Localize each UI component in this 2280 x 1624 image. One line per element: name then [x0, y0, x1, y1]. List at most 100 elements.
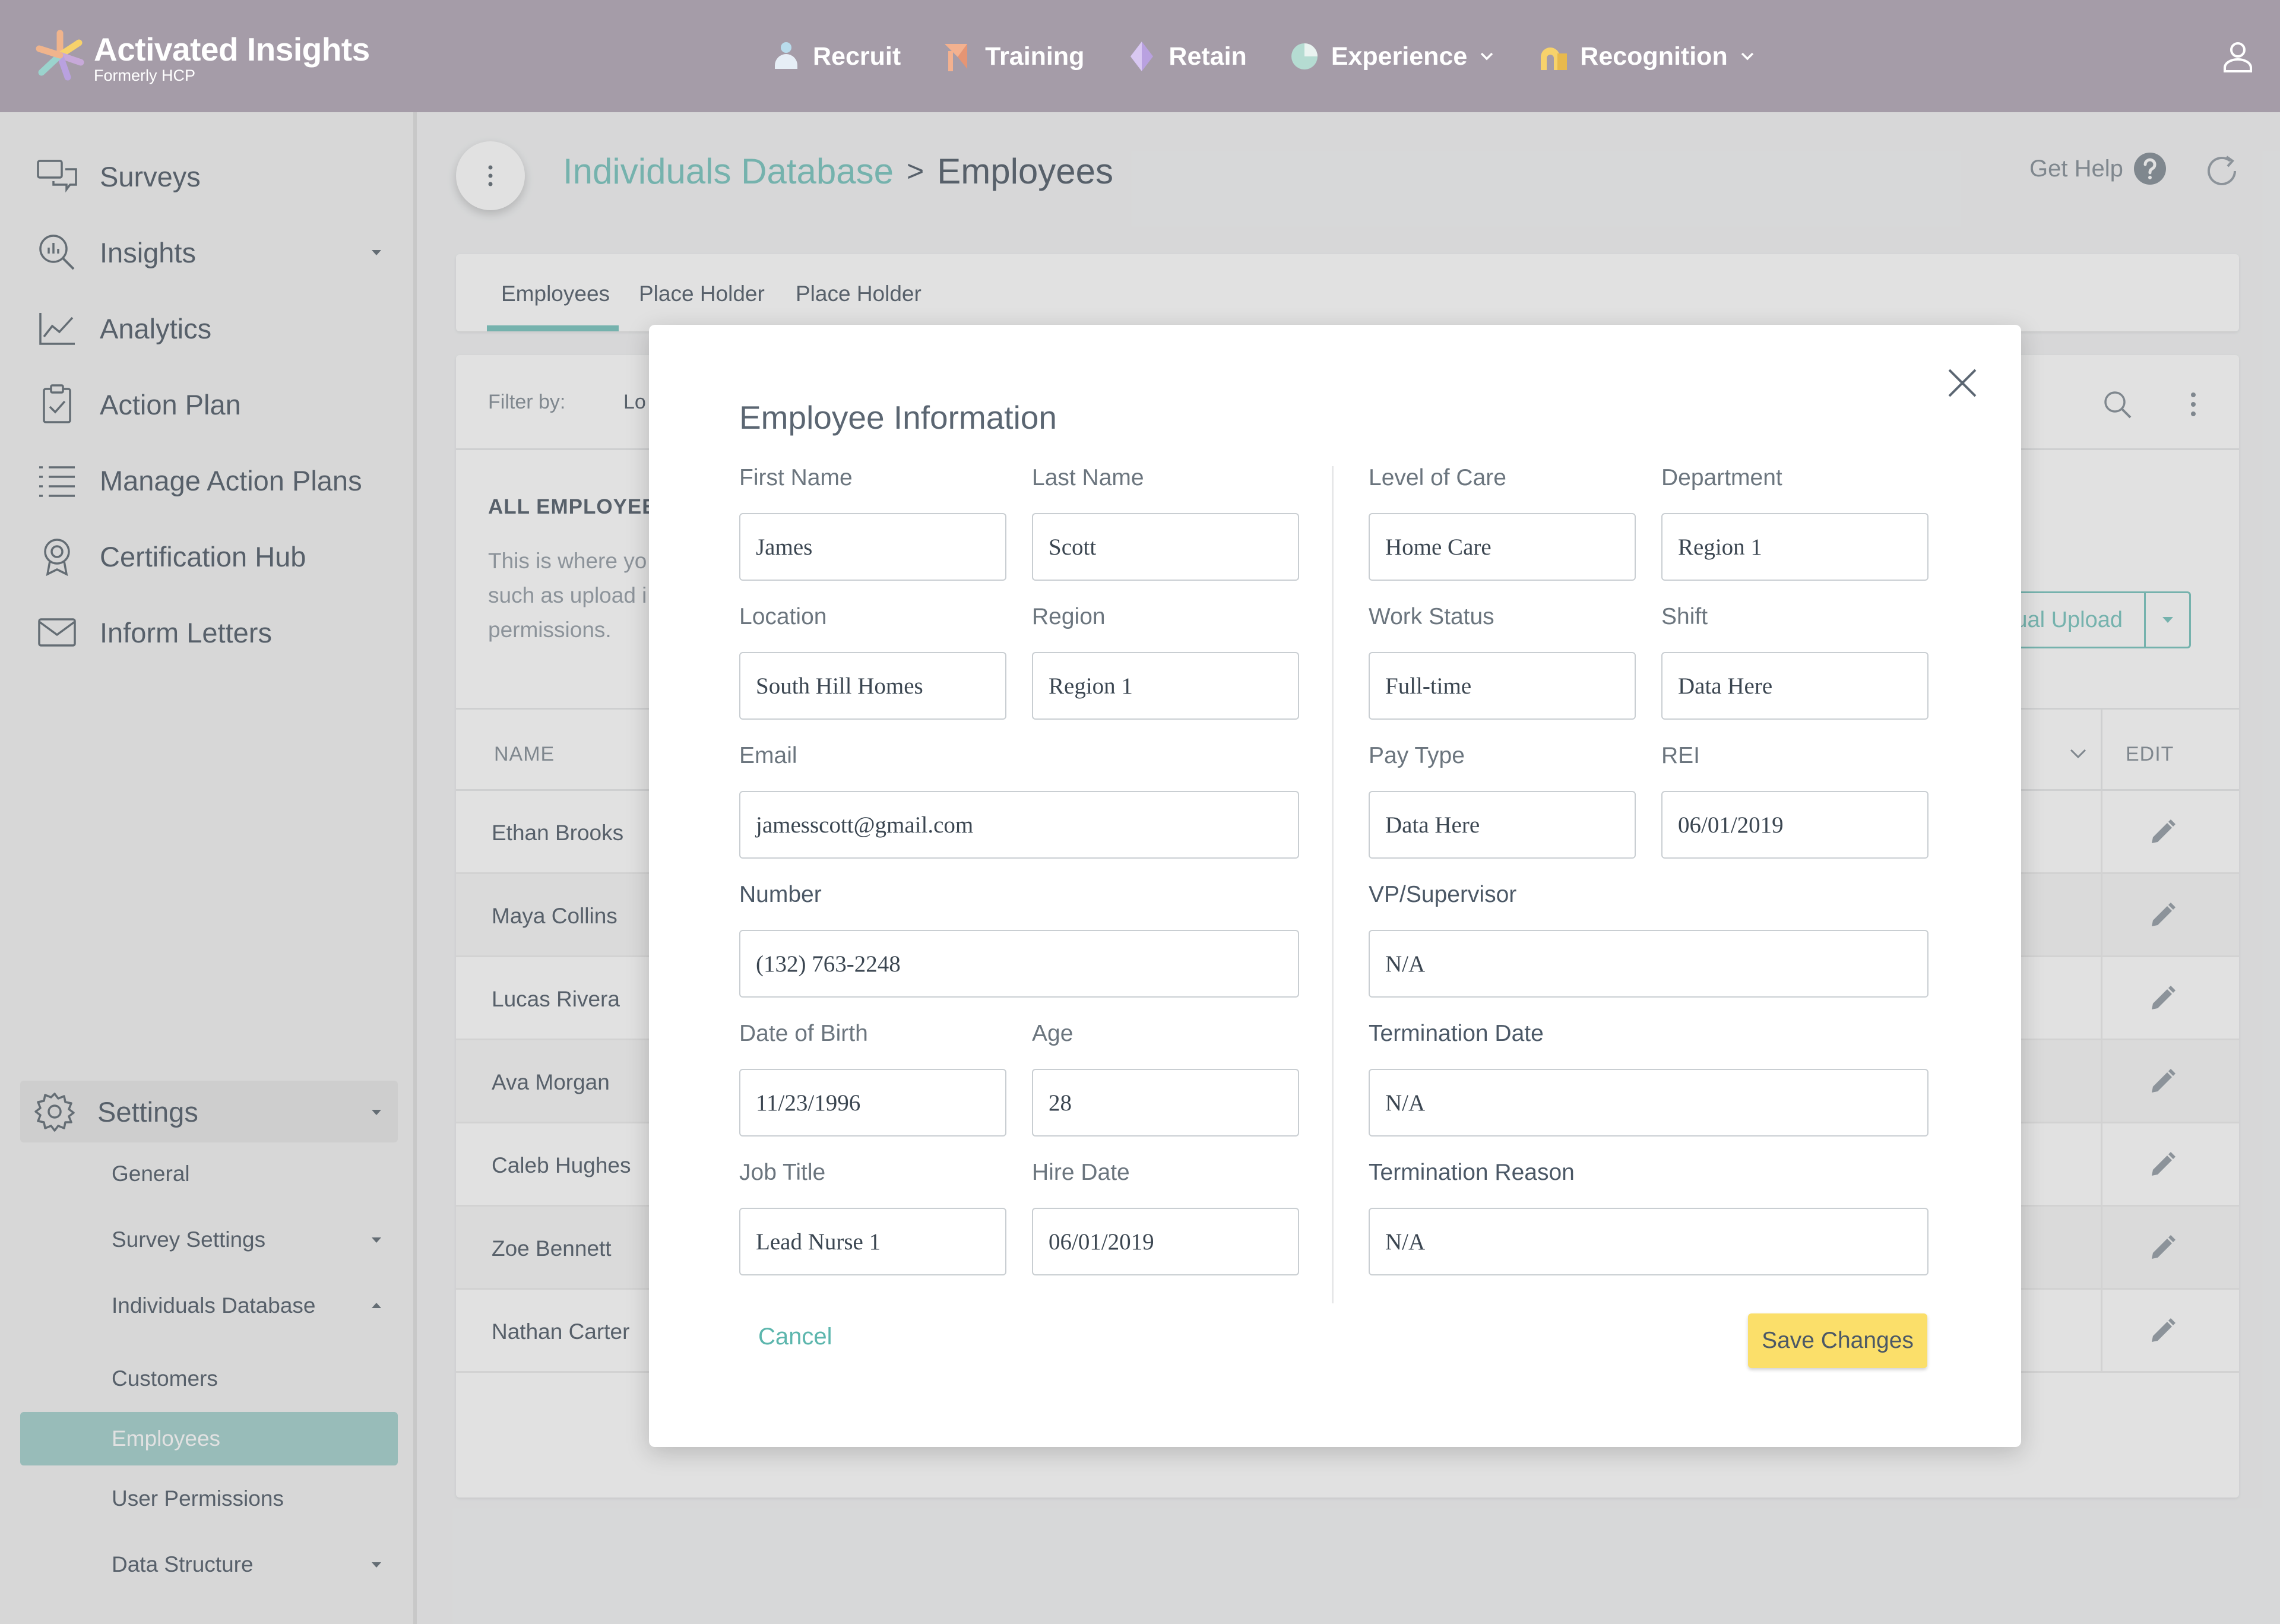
nav-recruit-label: Recruit [813, 42, 901, 71]
chevron-down-icon[interactable] [2066, 742, 2090, 765]
save-changes-button[interactable]: Save Changes [1748, 1313, 1927, 1368]
sidebar-subitem-general[interactable]: General [112, 1161, 190, 1186]
sidebar-item-surveys[interactable]: Surveys [36, 153, 201, 200]
sidebar-item-inform-letters[interactable]: Inform Letters [36, 609, 272, 656]
rei-field[interactable]: 06/01/2019 [1661, 791, 1928, 859]
search-icon[interactable] [2101, 388, 2134, 421]
section-title: ALL EMPLOYEES [488, 495, 671, 518]
region-field[interactable]: Region 1 [1032, 652, 1299, 720]
cancel-button[interactable]: Cancel [758, 1324, 832, 1350]
column-divider [2101, 1290, 2102, 1373]
sidebar-item-label: Settings [97, 1096, 198, 1128]
region-label: Region [1032, 604, 1106, 629]
department-field[interactable]: Region 1 [1661, 513, 1928, 581]
pencil-edit-icon[interactable] [2147, 1066, 2178, 1097]
sidebar-item-label: Insights [100, 236, 196, 268]
location-label: Location [739, 604, 827, 629]
breadcrumb-parent-link[interactable]: Individuals Database [563, 151, 894, 191]
age-label: Age [1032, 1021, 1074, 1046]
rei-label: REI [1661, 743, 1700, 768]
supervisor-field[interactable]: N/A [1369, 930, 1928, 998]
level-of-care-field[interactable]: Home Care [1369, 513, 1636, 581]
hire-date-field[interactable]: 06/01/2019 [1032, 1208, 1299, 1275]
description-line: such as upload i [488, 583, 647, 607]
pay-type-field[interactable]: Data Here [1369, 791, 1636, 859]
description-line: permissions. [488, 618, 612, 642]
column-divider [2101, 710, 2102, 793]
breadcrumb-separator: > [907, 154, 924, 188]
column-divider [2101, 874, 2102, 957]
sidebar-item-insights[interactable]: Insights [36, 229, 196, 276]
nav-recruit[interactable]: Recruit [769, 39, 901, 74]
nav-experience[interactable]: Experience [1287, 39, 1496, 74]
sidebar-subitem-individuals-database[interactable]: Individuals Database [112, 1293, 316, 1318]
filter-dropdown[interactable]: Lo [623, 391, 646, 413]
age-field[interactable]: 28 [1032, 1069, 1299, 1137]
section-description: This is where yo such as upload i permis… [488, 544, 684, 647]
phone-number-field[interactable]: (132) 763-2248 [739, 930, 1299, 998]
more-vertical-icon[interactable] [2177, 388, 2210, 421]
pencil-edit-icon[interactable] [2147, 1150, 2178, 1180]
job-title-field[interactable]: Lead Nurse 1 [739, 1208, 1006, 1275]
termination-date-field[interactable]: N/A [1369, 1069, 1928, 1137]
email-field[interactable]: jamesscott@gmail.com [739, 791, 1299, 859]
pencil-edit-icon[interactable] [2147, 983, 2178, 1014]
kebab-menu-button[interactable] [456, 141, 525, 210]
chat-bubbles-icon [37, 160, 77, 193]
column-divider [2101, 957, 2102, 1040]
tab-place-holder-1[interactable]: Place Holder [639, 281, 765, 306]
sidebar-item-manage-action-plans[interactable]: Manage Action Plans [36, 457, 362, 504]
nav-retain[interactable]: Retain [1125, 39, 1247, 74]
brand-title: Activated Insights [94, 31, 370, 68]
sidebar-subitem-survey-settings[interactable]: Survey Settings [112, 1227, 266, 1252]
pencil-edit-icon[interactable] [2147, 900, 2178, 931]
refresh-icon[interactable] [2204, 153, 2240, 189]
termination-reason-field[interactable]: N/A [1369, 1208, 1928, 1275]
supervisor-label: VP/Supervisor [1369, 882, 1517, 907]
sidebar: Surveys Insights Analytics Action Plan [0, 112, 417, 1624]
get-help-link[interactable]: Get Help [2029, 151, 2167, 186]
award-icon [44, 539, 70, 577]
employee-name: Zoe Bennett [492, 1236, 612, 1261]
work-status-field[interactable]: Full-time [1369, 652, 1636, 720]
employee-name: Maya Collins [492, 904, 618, 928]
caret-down-icon[interactable] [368, 1104, 385, 1120]
asterisk-logo-icon [36, 30, 84, 81]
tab-employees[interactable]: Employees [501, 281, 610, 306]
upload-options-dropdown[interactable] [2144, 593, 2189, 647]
sidebar-item-action-plan[interactable]: Action Plan [36, 381, 241, 428]
sidebar-item-settings[interactable]: Settings [33, 1088, 198, 1135]
caret-up-icon[interactable] [368, 1297, 385, 1314]
termination-reason-label: Termination Reason [1369, 1160, 1575, 1185]
department-label: Department [1661, 465, 1782, 490]
sidebar-subitem-customers[interactable]: Customers [112, 1366, 218, 1391]
sidebar-item-analytics[interactable]: Analytics [36, 305, 211, 352]
line-chart-icon [39, 313, 75, 345]
shift-field[interactable]: Data Here [1661, 652, 1928, 720]
first-name-field[interactable]: James [739, 513, 1006, 581]
settings-section[interactable] [20, 1081, 398, 1142]
column-header-name[interactable]: NAME [494, 743, 555, 765]
pencil-edit-icon[interactable] [2147, 817, 2178, 848]
brand-logo[interactable]: Activated Insights Formerly HCP [34, 30, 370, 84]
nav-training-label: Training [985, 42, 1085, 71]
sidebar-subitem-employees[interactable]: Employees [112, 1426, 221, 1451]
nav-training[interactable]: Training [941, 39, 1084, 74]
sidebar-subitem-user-permissions[interactable]: User Permissions [112, 1486, 284, 1511]
caret-down-icon[interactable] [368, 1556, 385, 1573]
close-icon[interactable] [1943, 364, 1981, 402]
pencil-edit-icon[interactable] [2147, 1316, 2178, 1347]
tab-place-holder-2[interactable]: Place Holder [796, 281, 922, 306]
sidebar-item-label: Inform Letters [100, 616, 272, 648]
caret-down-icon[interactable] [368, 1232, 385, 1248]
caret-down-icon[interactable] [368, 244, 385, 261]
last-name-field[interactable]: Scott [1032, 513, 1299, 581]
termination-date-label: Termination Date [1369, 1021, 1544, 1046]
nav-recognition[interactable]: Recognition [1536, 39, 1756, 74]
pencil-edit-icon[interactable] [2147, 1233, 2178, 1264]
user-profile-icon[interactable] [2221, 39, 2255, 74]
sidebar-item-certification-hub[interactable]: Certification Hub [36, 533, 306, 580]
sidebar-subitem-data-structure[interactable]: Data Structure [112, 1552, 254, 1576]
location-field[interactable]: South Hill Homes [739, 652, 1006, 720]
date-of-birth-field[interactable]: 11/23/1996 [739, 1069, 1006, 1137]
